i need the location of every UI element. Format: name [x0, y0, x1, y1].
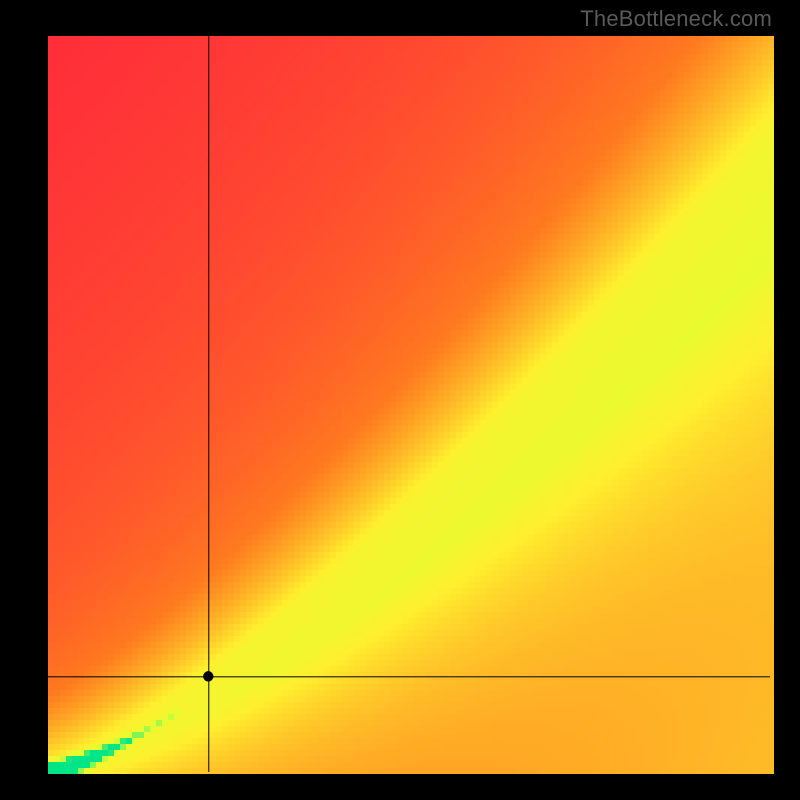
chart-container: TheBottleneck.com	[0, 0, 800, 800]
bottleneck-heatmap	[0, 0, 800, 800]
watermark-text: TheBottleneck.com	[580, 6, 772, 32]
